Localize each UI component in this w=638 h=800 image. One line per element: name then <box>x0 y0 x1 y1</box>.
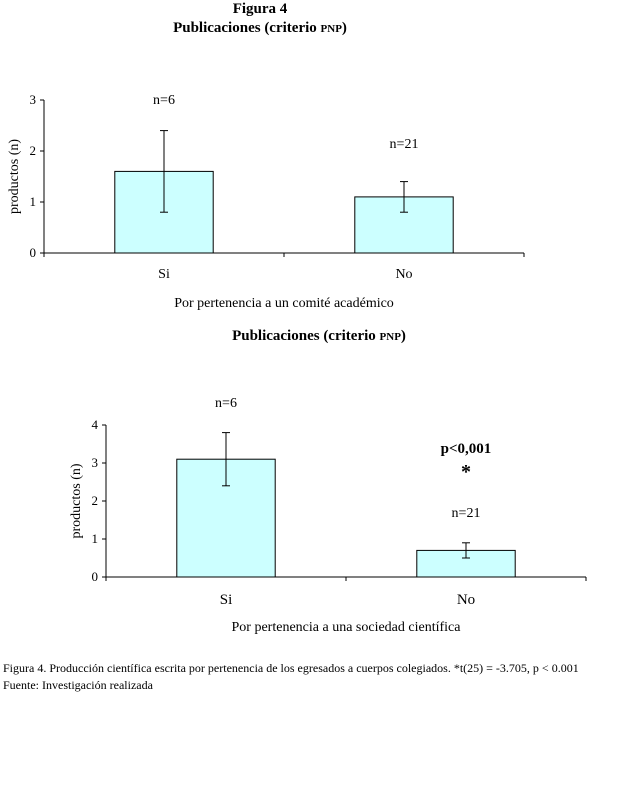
chart-2-title-end: ) <box>400 328 406 344</box>
chart-2-category-label: Si <box>220 592 233 608</box>
chart-1-n-label: n=6 <box>153 93 175 108</box>
chart-2-title: Publicaciones (criterio pnp) <box>0 327 638 345</box>
chart-2-n-label: n=21 <box>452 506 481 521</box>
chart-2-title-main: Publicaciones (criterio <box>232 328 380 344</box>
figure-caption: Figura 4. Producción científica escrita … <box>3 660 637 694</box>
chart-1-y-axis-label: productos (n) <box>7 139 22 214</box>
chart-2-x-axis-label: Por pertenencia a una sociedad científic… <box>232 620 462 635</box>
chart-1-y-tick-label: 0 <box>30 245 37 260</box>
chart-1-y-tick-label: 3 <box>30 92 37 107</box>
chart-2-y-tick-label: 3 <box>92 455 99 470</box>
chart-1-n-label: n=21 <box>390 137 419 152</box>
chart-1-title-acronym: pnp <box>320 20 342 36</box>
caption-line-1: Figura 4. Producción científica escrita … <box>3 661 579 675</box>
chart-1-category-label: No <box>395 267 412 282</box>
chart-2-y-tick-label: 0 <box>92 569 99 584</box>
chart-2-n-label: n=6 <box>215 396 237 411</box>
chart-1-x-axis-label: Por pertenencia a un comité académico <box>174 296 394 311</box>
chart-1: 0 1 2 3 Si n=6 No n=21 productos (n) Por pertenen… <box>7 92 525 311</box>
caption-line-2: Fuente: Investigación realizada <box>3 678 153 692</box>
chart-1-y-tick-label: 2 <box>30 143 37 158</box>
chart-2-y-tick-label: 2 <box>92 493 99 508</box>
chart-1-title-main: Publicaciones (criterio <box>173 20 321 36</box>
chart-1-y-tick-label: 1 <box>30 194 37 209</box>
chart-2-significance-asterisk: * <box>461 461 471 483</box>
chart-1-title: Publicaciones (criterio pnp) <box>0 19 520 37</box>
chart-2-category-label: No <box>457 592 475 608</box>
chart-2: 0 1 2 3 4 Si n=6 No n=21 productos (n) Por pertene… <box>69 396 587 635</box>
chart-2-y-tick-label: 4 <box>92 417 99 432</box>
chart-1-category-label: Si <box>158 267 170 282</box>
chart-2-significance-label: p<0,001 <box>441 441 492 457</box>
chart-1-title-end: ) <box>341 20 347 36</box>
chart-2-y-tick-label: 1 <box>92 531 99 546</box>
figure-label: Figura 4 <box>232 1 288 17</box>
chart-2-title-acronym: pnp <box>379 328 401 344</box>
chart-2-y-axis-label: productos (n) <box>69 463 84 538</box>
